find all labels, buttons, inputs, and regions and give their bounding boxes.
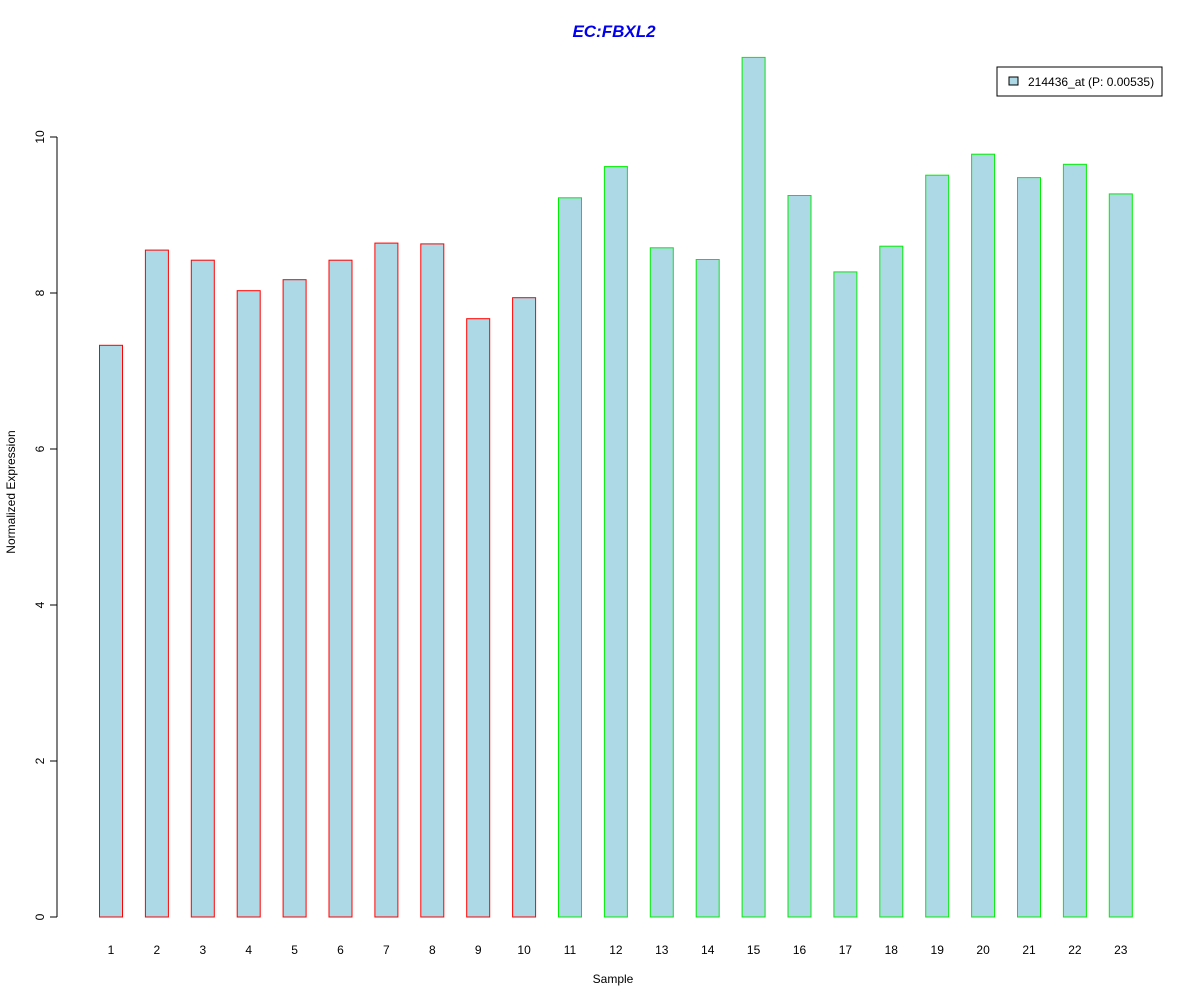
x-tick-label: 12 [609, 943, 623, 957]
legend-box [996, 66, 1163, 97]
x-tick-label: 6 [337, 943, 344, 957]
x-tick-label: 10 [517, 943, 531, 957]
y-tick-label: 2 [33, 757, 47, 764]
bar-sample-4 [236, 290, 261, 918]
bar-sample-16 [787, 195, 812, 918]
bar-sample-2 [144, 249, 169, 918]
legend-label: 214436_at (P: 0.00535) [1028, 75, 1154, 89]
bar-sample-17 [833, 271, 858, 918]
x-tick-label: 23 [1114, 943, 1128, 957]
x-tick-label: 5 [291, 943, 298, 957]
y-axis: 0 2 4 6 8 10 [33, 130, 58, 920]
bar-sample-21 [1017, 177, 1041, 918]
bar-sample-18 [879, 245, 904, 918]
bars [99, 56, 1133, 918]
chart-title: EC:FBXL2 [572, 22, 656, 41]
bar-sample-12 [603, 166, 628, 918]
x-tick-label: 2 [154, 943, 161, 957]
x-tick-label: 17 [839, 943, 853, 957]
x-tick-label: 8 [429, 943, 436, 957]
y-tick-label: 10 [33, 130, 47, 144]
bar-sample-19 [925, 174, 950, 918]
y-tick-label: 4 [33, 601, 47, 608]
bar-sample-15 [741, 56, 766, 918]
bar-sample-20 [971, 153, 996, 918]
bar-sample-23 [1108, 193, 1133, 918]
x-tick-label: 16 [793, 943, 807, 957]
x-tick-label: 21 [1022, 943, 1036, 957]
x-tick-label: 9 [475, 943, 482, 957]
x-tick-label: 4 [245, 943, 252, 957]
x-tick-label: 15 [747, 943, 761, 957]
x-axis-label: Sample [593, 972, 634, 986]
bar-sample-6 [328, 259, 353, 918]
x-tick-label: 7 [383, 943, 390, 957]
x-tick-label: 11 [564, 943, 577, 957]
y-tick-label: 6 [33, 445, 47, 452]
x-tick-label: 3 [199, 943, 206, 957]
x-tick-label: 20 [976, 943, 990, 957]
x-tick-label: 1 [108, 943, 115, 957]
bar-sample-9 [466, 318, 491, 918]
bar-sample-11 [558, 197, 582, 918]
x-tick-label: 14 [701, 943, 715, 957]
bar-sample-13 [649, 247, 674, 918]
bar-sample-5 [282, 279, 307, 918]
bar-sample-8 [420, 243, 445, 918]
x-tick-label: 19 [931, 943, 945, 957]
x-tick-label: 18 [885, 943, 899, 957]
legend-swatch [1008, 76, 1019, 86]
legend: 214436_at (P: 0.00535) [996, 66, 1163, 97]
y-tick-label: 8 [33, 289, 47, 296]
bar-sample-7 [374, 242, 399, 918]
bar-sample-1 [99, 344, 123, 918]
y-tick-label: 0 [33, 913, 47, 920]
x-tick-labels: 1 2 3 4 5 6 7 8 9 10 11 12 13 14 15 16 17 18 19 20 21 22 23 [108, 943, 1128, 957]
x-tick-label: 22 [1068, 943, 1082, 957]
bar-sample-14 [695, 259, 720, 918]
y-axis-label: Normalized Expression [4, 430, 18, 553]
x-tick-label: 13 [655, 943, 669, 957]
bar-sample-3 [190, 259, 215, 918]
bar-sample-10 [512, 297, 537, 918]
bar-sample-22 [1062, 163, 1087, 918]
